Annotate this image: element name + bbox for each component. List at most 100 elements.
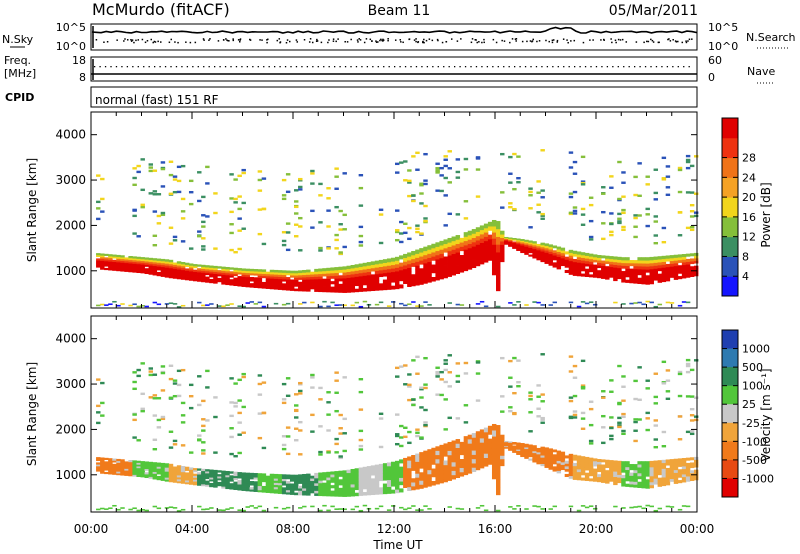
power-cell	[395, 271, 400, 275]
power-cell	[197, 277, 202, 280]
power-cell	[572, 270, 578, 274]
power-cell	[689, 203, 695, 207]
velocity-cell	[386, 465, 392, 470]
velocity-cell	[156, 507, 162, 510]
nave-point	[404, 66, 407, 68]
power-cell	[504, 237, 509, 240]
velocity-cell	[249, 489, 255, 492]
power-cell	[475, 168, 481, 171]
power-cell	[209, 271, 214, 274]
power-cell	[302, 281, 307, 285]
power-cell	[96, 253, 101, 256]
velocity-cell	[552, 468, 558, 472]
power-cell	[403, 276, 408, 281]
power-cell	[588, 274, 594, 278]
velocity-cell	[649, 481, 654, 486]
velocity-cell	[673, 469, 679, 473]
nave-point	[295, 66, 298, 68]
power-cell	[302, 284, 307, 287]
power-cell	[213, 281, 218, 284]
power-cell	[188, 267, 194, 270]
velocity-cell	[314, 472, 319, 476]
power-cell	[128, 266, 133, 269]
power-cell	[269, 274, 275, 277]
power-cell	[229, 197, 234, 200]
velocity-cell	[601, 390, 606, 393]
power-cell	[617, 259, 622, 263]
power-cell	[645, 207, 650, 211]
velocity-cell	[540, 461, 545, 465]
power-cell	[229, 275, 234, 278]
power-cell	[213, 211, 218, 215]
nsearch-point	[431, 39, 434, 42]
power-cell	[491, 256, 497, 264]
power-cell	[378, 259, 384, 264]
velocity-cell	[108, 459, 113, 463]
velocity-cell	[136, 509, 141, 512]
power-cell	[330, 301, 335, 304]
velocity-cell	[677, 370, 683, 374]
power-cell	[298, 270, 303, 274]
power-cell	[201, 276, 206, 279]
power-cell	[431, 247, 436, 253]
velocity-cell	[649, 484, 654, 489]
power-cell	[168, 160, 174, 163]
power-cell	[172, 274, 178, 277]
colorbar-segment	[722, 256, 738, 277]
velocity-cell	[273, 473, 279, 477]
velocity-cell	[681, 463, 687, 467]
nave-tick-top: 60	[708, 54, 722, 67]
nsearch-point	[551, 41, 554, 44]
power-cell	[512, 247, 517, 249]
nsearch-point	[514, 38, 517, 40]
velocity-cell	[229, 414, 234, 418]
velocity-cell	[621, 375, 626, 378]
power-cell	[411, 254, 416, 260]
power-cell	[576, 262, 582, 266]
power-cell	[443, 269, 448, 274]
velocity-cell	[528, 398, 533, 401]
velocity-cell	[374, 467, 380, 472]
power-cell	[467, 260, 473, 266]
velocity-cell	[504, 444, 509, 446]
power-cell	[669, 269, 675, 273]
power-cell	[136, 305, 141, 308]
power-cell	[338, 275, 343, 279]
power-cell	[310, 209, 315, 213]
nsearch-point	[417, 41, 419, 44]
power-cell	[536, 180, 541, 183]
velocity-cell	[350, 468, 356, 473]
velocity-cell	[156, 477, 162, 481]
velocity-cell	[294, 393, 299, 396]
velocity-cell	[467, 443, 473, 448]
power-cell	[500, 191, 505, 194]
velocity-cell	[180, 481, 186, 484]
velocity-cell	[253, 485, 259, 488]
power-cell	[298, 286, 303, 290]
velocity-cell	[132, 387, 137, 391]
power-cell	[201, 248, 206, 251]
velocity-cell	[613, 473, 618, 478]
velocity-cell	[217, 483, 222, 487]
power-cell	[374, 303, 380, 306]
power-cell	[427, 245, 432, 250]
power-cell	[140, 267, 145, 270]
velocity-cell	[601, 477, 606, 481]
velocity-cell	[326, 413, 331, 416]
power-cell	[657, 303, 663, 306]
power-cell	[540, 246, 545, 250]
velocity-cell	[641, 484, 646, 489]
power-cell	[447, 255, 452, 260]
power-cell	[633, 175, 638, 179]
velocity-cell	[653, 475, 659, 479]
power-cell	[508, 240, 513, 242]
velocity-cell	[310, 373, 315, 377]
velocity-cell	[358, 408, 364, 411]
velocity-cell	[540, 421, 545, 424]
velocity-cell	[241, 486, 246, 489]
velocity-cell	[403, 469, 408, 474]
power-cell	[346, 271, 351, 275]
velocity-cell	[298, 381, 303, 385]
velocity-cell	[540, 446, 545, 450]
power-cell	[580, 265, 586, 269]
